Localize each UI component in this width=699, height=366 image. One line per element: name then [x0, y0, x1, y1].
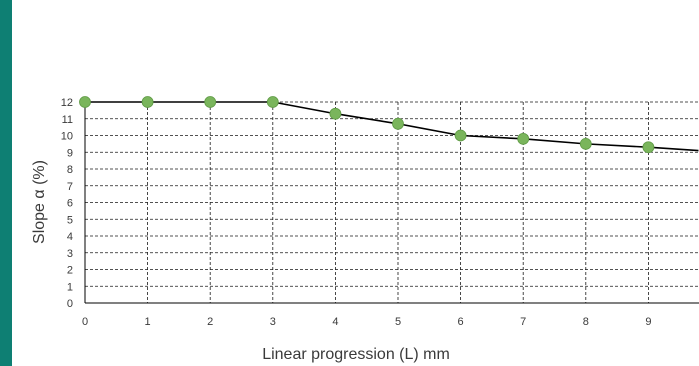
y-tick-label: 7: [67, 181, 73, 193]
grid-lines: [85, 101, 699, 303]
series-line-path: [85, 101, 699, 152]
data-point: [141, 96, 154, 108]
data-point: [579, 137, 592, 150]
y-tick-label: 6: [67, 198, 73, 210]
data-point: [204, 96, 217, 108]
x-tick-label: 0: [82, 316, 88, 328]
data-point: [329, 107, 342, 120]
x-tick-label: 9: [645, 316, 651, 328]
y-tick-label: 10: [61, 131, 73, 143]
x-tick-label: 1: [145, 316, 151, 328]
y-tick-label: 11: [62, 114, 73, 126]
accent-bar: [0, 0, 12, 366]
x-tick-label: 7: [520, 316, 526, 328]
y-tick-label: 12: [61, 97, 73, 109]
x-tick-label: 8: [583, 316, 589, 328]
data-point: [517, 132, 530, 145]
y-tick-label: 0: [67, 298, 73, 310]
y-tick-label: 8: [67, 164, 73, 176]
data-point: [392, 117, 404, 130]
x-tick-label: 6: [458, 316, 464, 328]
y-tick-label: 9: [67, 147, 73, 159]
y-tick-label: 3: [67, 248, 73, 260]
data-point: [79, 96, 91, 108]
x-axis-title: Linear progression (L) mm: [262, 346, 450, 363]
x-tick-labels: 0 1 2 3 4 5 6 7 8 9: [82, 316, 652, 328]
y-axis-title: Slope α (%): [31, 160, 48, 244]
y-tick-label: 5: [67, 214, 73, 226]
x-tick-label: 3: [270, 316, 276, 328]
y-tick-label: 4: [67, 231, 73, 243]
axes: [84, 102, 699, 304]
series-line: [85, 101, 699, 152]
x-tick-label: 4: [332, 316, 338, 328]
x-tick-label: 5: [395, 316, 401, 328]
series-markers: [79, 96, 655, 154]
data-point: [454, 129, 467, 142]
data-point: [642, 141, 655, 154]
y-tick-label: 2: [67, 265, 73, 277]
x-tick-label: 2: [207, 316, 213, 328]
data-point: [266, 96, 279, 108]
y-tick-label: 1: [67, 281, 73, 293]
